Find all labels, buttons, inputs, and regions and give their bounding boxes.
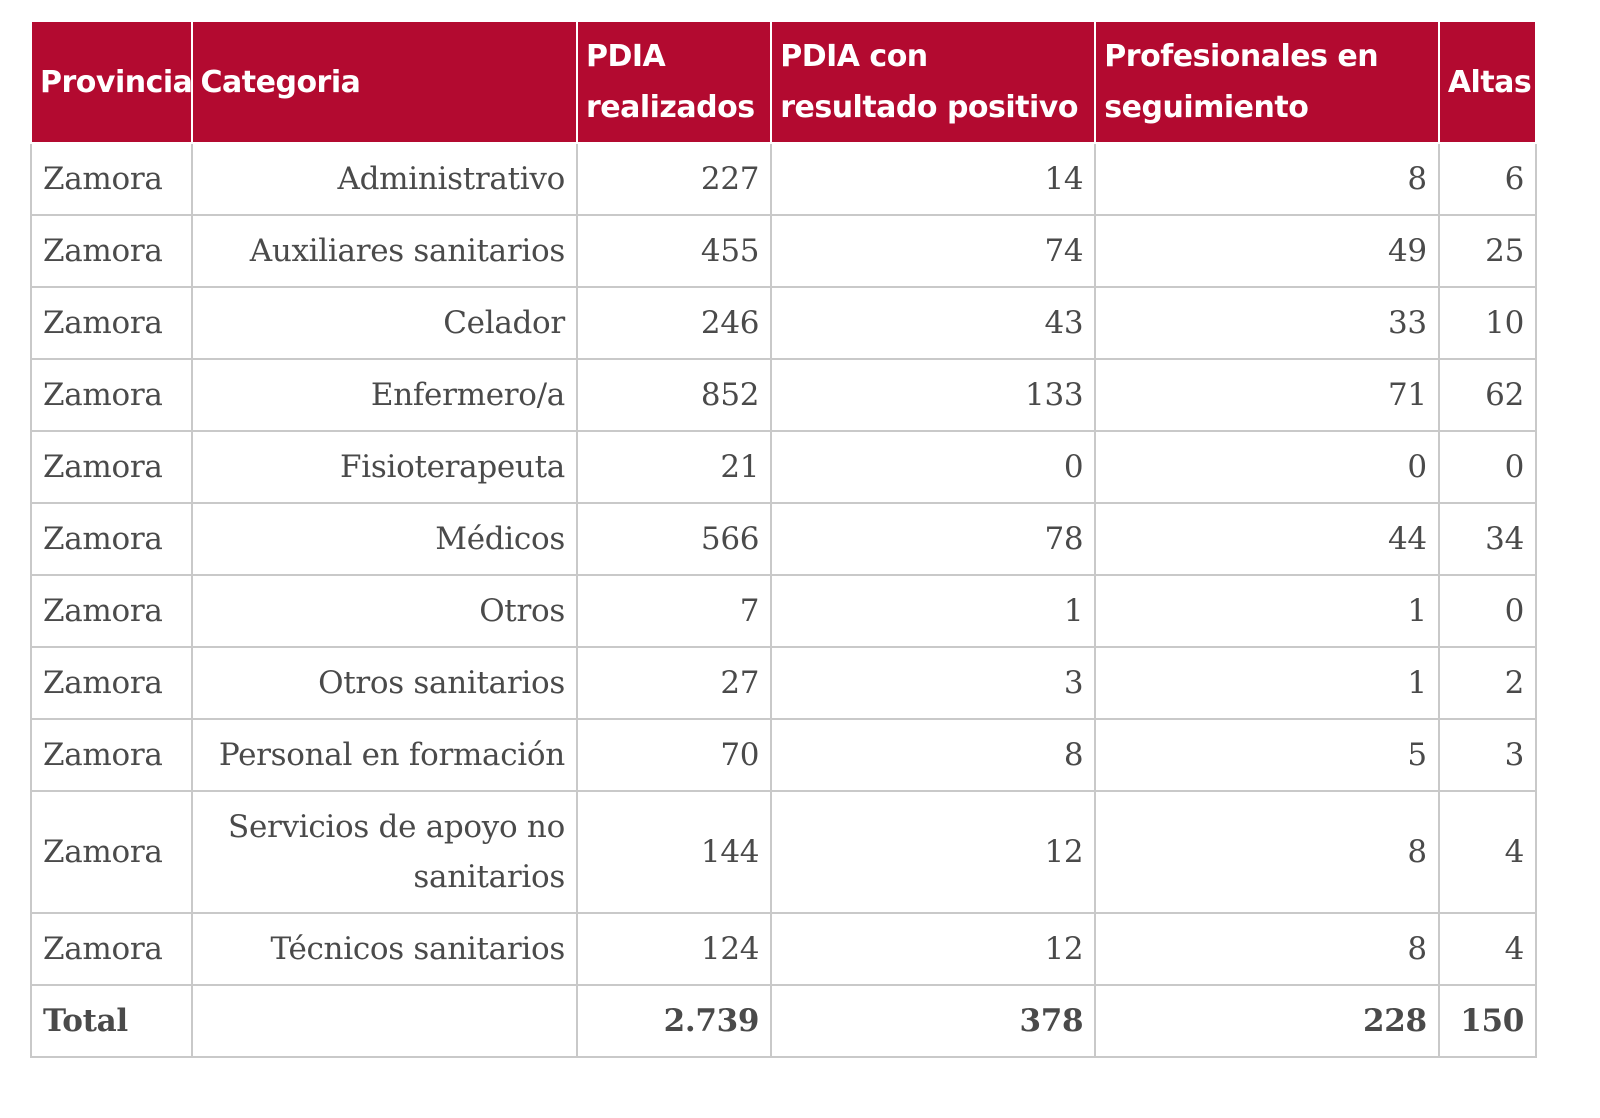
- cell-categoria: Auxiliares sanitarios: [190, 214, 578, 288]
- cell-altas: 3: [1437, 718, 1538, 792]
- cell-altas: 4: [1437, 912, 1538, 986]
- cell-profesionales-seguimiento: 44: [1094, 502, 1440, 576]
- cell-profesionales-seguimiento: 71: [1094, 358, 1440, 432]
- cell-profesionales-seguimiento: 0: [1094, 430, 1440, 504]
- total-pdia-positivo: 378: [770, 984, 1097, 1058]
- cell-pdia-positivo: 74: [770, 214, 1097, 288]
- cell-pdia-positivo: 8: [770, 718, 1097, 792]
- cell-pdia-realizados: 7: [575, 574, 773, 648]
- cell-altas: 34: [1437, 502, 1538, 576]
- cell-pdia-realizados: 566: [575, 502, 773, 576]
- cell-profesionales-seguimiento: 5: [1094, 718, 1440, 792]
- cell-pdia-realizados: 144: [575, 790, 773, 914]
- total-profesionales-seguimiento: 228: [1094, 984, 1440, 1058]
- cell-pdia-positivo: 78: [770, 502, 1097, 576]
- cell-pdia-positivo: 0: [770, 430, 1097, 504]
- cell-categoria: Médicos: [190, 502, 578, 576]
- table-body: Zamora Administrativo 227 14 8 6 Zamora Auxilia…: [30, 142, 1538, 1058]
- table-row: Zamora Otros 7 1 1 0: [30, 574, 1538, 648]
- cell-provincia: Zamora: [30, 214, 193, 288]
- cell-categoria: Técnicos sanitarios: [190, 912, 578, 986]
- total-pdia-realizados: 2.739: [575, 984, 773, 1058]
- cell-pdia-positivo: 12: [770, 912, 1097, 986]
- header-pdia-positivo: PDIA con resultado positivo: [770, 20, 1097, 144]
- table-row: Zamora Servicios de apoyo no sanitarios 14…: [30, 790, 1538, 914]
- cell-pdia-positivo: 3: [770, 646, 1097, 720]
- cell-categoria: Personal en formación: [190, 718, 578, 792]
- cell-provincia: Zamora: [30, 286, 193, 360]
- header-categoria: Categoria: [190, 20, 578, 144]
- header-pdia-realizados: PDIA realizados: [575, 20, 773, 144]
- cell-categoria: Celador: [190, 286, 578, 360]
- total-row: Total 2.739 378 228 150: [30, 984, 1538, 1058]
- cell-pdia-positivo: 14: [770, 142, 1097, 216]
- cell-altas: 2: [1437, 646, 1538, 720]
- cell-categoria: Servicios de apoyo no sanitarios: [190, 790, 578, 914]
- cell-pdia-positivo: 133: [770, 358, 1097, 432]
- cell-categoria: Enfermero/a: [190, 358, 578, 432]
- cell-categoria: Administrativo: [190, 142, 578, 216]
- cell-profesionales-seguimiento: 33: [1094, 286, 1440, 360]
- table-row: Zamora Médicos 566 78 44 34: [30, 502, 1538, 576]
- cell-provincia: Zamora: [30, 430, 193, 504]
- table-row: Zamora Celador 246 43 33 10: [30, 286, 1538, 360]
- cell-altas: 0: [1437, 574, 1538, 648]
- cell-provincia: Zamora: [30, 646, 193, 720]
- cell-pdia-realizados: 246: [575, 286, 773, 360]
- cell-provincia: Zamora: [30, 358, 193, 432]
- cell-altas: 25: [1437, 214, 1538, 288]
- cell-categoria: Otros sanitarios: [190, 646, 578, 720]
- cell-profesionales-seguimiento: 1: [1094, 574, 1440, 648]
- cell-pdia-realizados: 124: [575, 912, 773, 986]
- cell-profesionales-seguimiento: 8: [1094, 142, 1440, 216]
- data-table: Provincia Categoria PDIA realizados PDIA…: [30, 20, 1538, 1058]
- cell-provincia: Zamora: [30, 912, 193, 986]
- table-row: Zamora Auxiliares sanitarios 455 74 49 25: [30, 214, 1538, 288]
- cell-categoria: Fisioterapeuta: [190, 430, 578, 504]
- cell-provincia: Zamora: [30, 502, 193, 576]
- table-row: Zamora Técnicos sanitarios 124 12 8 4: [30, 912, 1538, 986]
- cell-altas: 0: [1437, 430, 1538, 504]
- table-row: Zamora Otros sanitarios 27 3 1 2: [30, 646, 1538, 720]
- cell-provincia: Zamora: [30, 142, 193, 216]
- header-profesionales-seguimiento: Profesionales en seguimiento: [1094, 20, 1440, 144]
- cell-altas: 4: [1437, 790, 1538, 914]
- total-categoria: [190, 984, 578, 1058]
- cell-pdia-positivo: 43: [770, 286, 1097, 360]
- cell-pdia-realizados: 21: [575, 430, 773, 504]
- header-row: Provincia Categoria PDIA realizados PDIA…: [30, 20, 1538, 144]
- cell-profesionales-seguimiento: 8: [1094, 912, 1440, 986]
- header-provincia: Provincia: [30, 20, 193, 144]
- cell-altas: 10: [1437, 286, 1538, 360]
- table-row: Zamora Enfermero/a 852 133 71 62: [30, 358, 1538, 432]
- cell-profesionales-seguimiento: 49: [1094, 214, 1440, 288]
- cell-pdia-realizados: 455: [575, 214, 773, 288]
- cell-provincia: Zamora: [30, 574, 193, 648]
- cell-pdia-realizados: 227: [575, 142, 773, 216]
- total-label: Total: [30, 984, 193, 1058]
- cell-categoria: Otros: [190, 574, 578, 648]
- cell-provincia: Zamora: [30, 718, 193, 792]
- cell-altas: 6: [1437, 142, 1538, 216]
- cell-pdia-realizados: 27: [575, 646, 773, 720]
- table-row: Zamora Personal en formación 70 8 5 3: [30, 718, 1538, 792]
- total-altas: 150: [1437, 984, 1538, 1058]
- cell-pdia-realizados: 852: [575, 358, 773, 432]
- cell-pdia-positivo: 12: [770, 790, 1097, 914]
- header-altas: Altas: [1437, 20, 1538, 144]
- table-row: Zamora Fisioterapeuta 21 0 0 0: [30, 430, 1538, 504]
- cell-provincia: Zamora: [30, 790, 193, 914]
- cell-profesionales-seguimiento: 1: [1094, 646, 1440, 720]
- cell-altas: 62: [1437, 358, 1538, 432]
- cell-profesionales-seguimiento: 8: [1094, 790, 1440, 914]
- table-row: Zamora Administrativo 227 14 8 6: [30, 142, 1538, 216]
- cell-pdia-positivo: 1: [770, 574, 1097, 648]
- cell-pdia-realizados: 70: [575, 718, 773, 792]
- table-header: Provincia Categoria PDIA realizados PDIA…: [30, 20, 1538, 144]
